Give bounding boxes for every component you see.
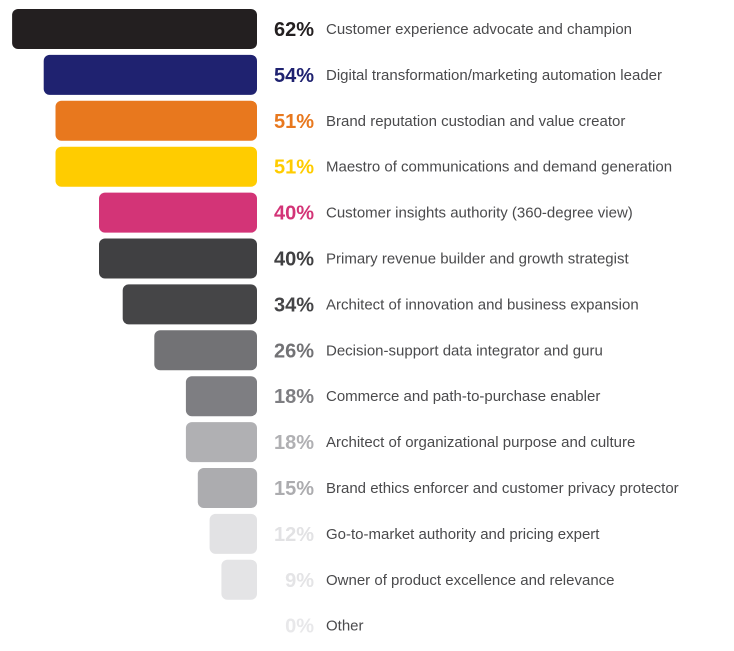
category-label: Brand ethics enforcer and customer priva… xyxy=(326,480,679,497)
value-label: 51% xyxy=(274,111,314,133)
bar-row: 0% Other xyxy=(285,616,363,638)
value-label: 15% xyxy=(274,478,314,500)
value-label: 54% xyxy=(274,65,314,87)
value-label: 40% xyxy=(274,203,314,225)
bar xyxy=(197,468,258,508)
value-label: 9% xyxy=(285,570,314,592)
bar-row: 51% Brand reputation custodian and value … xyxy=(55,100,625,141)
category-label: Customer experience advocate and champio… xyxy=(326,21,632,38)
value-label: 18% xyxy=(274,386,314,408)
bar-row: 40% Customer insights authority (360-degr… xyxy=(99,192,633,233)
bar-row: 54% Digital transformation/marketing auto… xyxy=(43,54,662,95)
value-label: 62% xyxy=(274,19,314,41)
category-label: Architect of organizational purpose and … xyxy=(326,434,635,451)
value-label: 12% xyxy=(274,524,314,546)
bar-row: 18% Architect of organizational purpose a… xyxy=(185,422,635,463)
value-label: 34% xyxy=(274,294,314,316)
category-label: Go-to-market authority and pricing exper… xyxy=(326,526,600,543)
bar xyxy=(55,100,257,141)
value-label: 26% xyxy=(274,340,314,362)
bar-row: 12% Go-to-market authority and pricing ex… xyxy=(209,513,600,554)
value-label: 0% xyxy=(285,616,314,638)
bar xyxy=(185,376,257,417)
value-label: 40% xyxy=(274,249,314,271)
bar xyxy=(12,9,257,49)
bar xyxy=(154,330,257,371)
bar xyxy=(43,54,258,95)
bar-row: 18% Commerce and path-to-purchase enabler xyxy=(185,376,600,417)
bar-row: 34% Architect of innovation and business … xyxy=(122,284,639,325)
category-label: Decision-support data integrator and gur… xyxy=(326,342,603,359)
category-label: Architect of innovation and business exp… xyxy=(326,296,639,313)
category-label: Digital transformation/marketing automat… xyxy=(326,67,662,84)
value-label: 18% xyxy=(274,432,314,454)
category-label: Brand reputation custodian and value cre… xyxy=(326,113,625,130)
bar xyxy=(221,559,257,600)
bar-row: 62% Customer experience advocate and cham… xyxy=(12,9,632,49)
bar xyxy=(99,192,257,233)
category-label: Customer insights authority (360-degree … xyxy=(326,205,633,222)
bar-row: 40% Primary revenue builder and growth st… xyxy=(99,238,629,279)
value-label: 51% xyxy=(274,157,314,179)
bar-row: 15% Brand ethics enforcer and customer pr… xyxy=(197,468,679,508)
bar xyxy=(122,284,257,325)
bar xyxy=(55,146,257,187)
category-label: Commerce and path-to-purchase enabler xyxy=(326,388,600,405)
bar-row: 9% Owner of product excellence and releva… xyxy=(221,559,615,600)
bar-row: 26% Decision-support data integrator and … xyxy=(154,330,603,371)
category-label: Primary revenue builder and growth strat… xyxy=(326,251,629,268)
bar xyxy=(185,422,257,463)
bar-row: 51% Maestro of communications and demand … xyxy=(55,146,672,187)
category-label: Maestro of communications and demand gen… xyxy=(326,159,672,176)
bar xyxy=(99,238,257,279)
bar xyxy=(209,513,257,554)
category-label: Owner of product excellence and relevanc… xyxy=(326,572,615,589)
category-label: Other xyxy=(326,618,364,635)
